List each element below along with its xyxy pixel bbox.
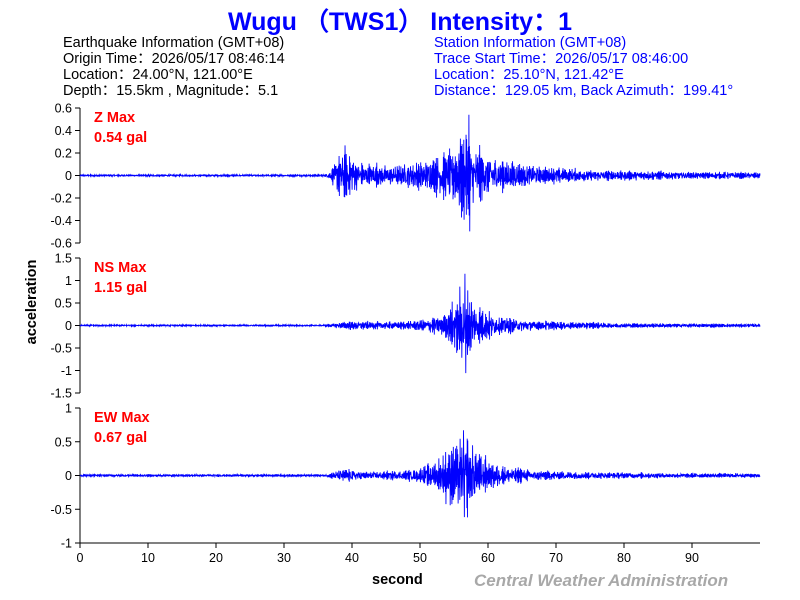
station-info: Station Information (GMT+08) Trace Start… [434, 35, 733, 99]
y-tick-label: 0 [65, 319, 72, 333]
max-value-ns: 1.15 gal [94, 280, 147, 296]
y-tick-label: 1 [65, 274, 72, 288]
waveform-ew [79, 430, 761, 518]
y-axis-label: acceleration [24, 259, 40, 345]
y-tick-label: -0.6 [50, 237, 72, 251]
station-info-heading: Station Information (GMT+08) [434, 35, 627, 51]
y-tick-label: -0.5 [50, 503, 72, 517]
trace-start-time: Trace Start Time：2026/05/17 08:46:00 [434, 51, 689, 67]
x-tick-label: 30 [277, 551, 291, 565]
max-label-ns: NS Max [94, 260, 146, 276]
x-tick-label: 0 [77, 551, 84, 565]
y-tick-label: -1 [61, 364, 72, 378]
x-tick-label: 20 [209, 551, 223, 565]
y-tick-label: 0 [65, 469, 72, 483]
x-tick-label: 80 [617, 551, 631, 565]
x-tick-label: 50 [413, 551, 427, 565]
earthquake-info-heading: Earthquake Information (GMT+08) [63, 35, 285, 51]
x-tick-label: 60 [481, 551, 495, 565]
y-tick-label: 0.5 [55, 435, 72, 449]
epicenter-location: Location：24.00°N, 121.00°E [63, 67, 253, 83]
y-tick-label: 0.4 [55, 124, 72, 138]
max-label-z: Z Max [94, 110, 135, 126]
x-tick-label: 70 [549, 551, 563, 565]
earthquake-info: Earthquake Information (GMT+08) Origin T… [63, 35, 285, 99]
x-tick-label: 40 [345, 551, 359, 565]
station-location: Location：25.10°N, 121.42°E [434, 67, 624, 83]
origin-time: Origin Time：2026/05/17 08:46:14 [63, 51, 285, 67]
x-tick-label: 10 [141, 551, 155, 565]
y-tick-label: -0.5 [50, 342, 72, 356]
y-tick-label: 0.2 [55, 147, 72, 161]
x-tick-label: 90 [685, 551, 699, 565]
y-tick-label: -1.5 [50, 387, 72, 401]
max-value-z: 0.54 gal [94, 130, 147, 146]
max-value-ew: 0.67 gal [94, 430, 147, 446]
waveform-ns [79, 273, 761, 374]
y-tick-label: -0.2 [50, 192, 72, 206]
x-axis-label: second [372, 572, 423, 588]
y-tick-label: 0.5 [55, 297, 72, 311]
y-tick-label: 1.5 [55, 252, 72, 266]
depth-magnitude: Depth：15.5km , Magnitude：5.1 [63, 83, 279, 99]
agency-credit: Central Weather Administration [474, 571, 729, 590]
y-tick-label: -1 [61, 537, 72, 551]
y-tick-label: 1 [65, 402, 72, 416]
distance-azimuth: Distance：129.05 km, Back Azimuth：199.41° [434, 83, 734, 99]
y-tick-label: 0 [65, 169, 72, 183]
chart-title: Wugu （TWS1） Intensity：1 [228, 8, 572, 36]
y-tick-label: -0.4 [50, 214, 72, 228]
y-tick-label: 0.6 [55, 102, 72, 116]
waveform-z [79, 114, 761, 232]
max-label-ew: EW Max [94, 410, 150, 426]
